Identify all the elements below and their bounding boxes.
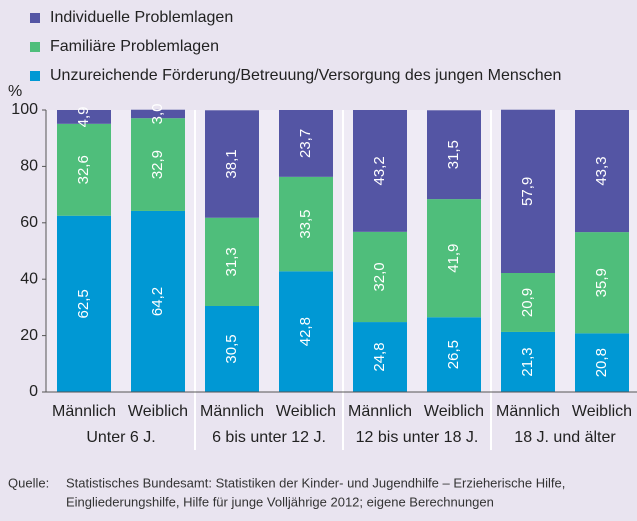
bar-segment	[575, 110, 629, 233]
bar-segment	[575, 232, 629, 334]
group-label: 18 J. und älter	[514, 429, 616, 446]
value-label: 3,0	[149, 104, 166, 125]
x-tick-label: Männlich	[200, 403, 264, 420]
bar-segment	[427, 199, 481, 318]
value-label: 32,6	[75, 155, 92, 184]
bar-segment	[57, 215, 111, 392]
value-label: 20,9	[519, 288, 536, 317]
y-tick-label: 40	[20, 270, 38, 287]
value-label: 31,5	[445, 140, 462, 169]
x-tick-label: Männlich	[496, 403, 560, 420]
value-label: 57,9	[519, 177, 536, 206]
value-label: 32,9	[149, 150, 166, 179]
x-tick-label: Weiblich	[572, 403, 632, 420]
group-label: 12 bis unter 18 J.	[356, 429, 479, 446]
bar-segment	[57, 110, 111, 124]
x-tick-label: Männlich	[52, 403, 116, 420]
y-tick-label: 0	[29, 383, 38, 400]
legend-swatch	[30, 71, 40, 81]
bar-segment	[353, 231, 407, 323]
group-label: Unter 6 J.	[86, 429, 155, 446]
value-label: 26,5	[445, 340, 462, 369]
value-label: 4,9	[75, 106, 92, 127]
value-label: 64,2	[149, 287, 166, 316]
bar-segment	[501, 109, 555, 273]
bar-segment	[205, 110, 259, 218]
bar-segment	[427, 110, 481, 200]
bar-segment	[353, 322, 407, 392]
x-tick-label: Weiblich	[424, 403, 484, 420]
value-label: 35,9	[593, 268, 610, 297]
legend-label: Unzureichende Förderung/Betreuung/Versor…	[50, 67, 561, 84]
bar-segment	[279, 110, 333, 177]
bar-segment	[131, 210, 185, 392]
bar-segment	[205, 305, 259, 392]
source-label: Quelle:	[8, 475, 49, 490]
value-label: 43,3	[593, 156, 610, 185]
bar-segment	[427, 317, 481, 392]
value-label: 21,3	[519, 347, 536, 376]
value-label: 23,7	[297, 129, 314, 158]
bar-segment	[57, 123, 111, 216]
bar-segment	[501, 331, 555, 392]
value-label: 41,9	[445, 244, 462, 273]
bar-segment	[131, 109, 185, 119]
group-label: 6 bis unter 12 J.	[212, 429, 326, 446]
y-tick-label: 60	[20, 214, 38, 231]
value-label: 43,2	[371, 156, 388, 185]
legend-label: Individuelle Problemlagen	[50, 9, 233, 26]
x-tick-label: Männlich	[348, 403, 412, 420]
value-label: 38,1	[223, 149, 240, 178]
bar-segment	[501, 272, 555, 332]
value-label: 42,8	[297, 317, 314, 346]
y-tick-label: 100	[11, 101, 38, 118]
source-text: Eingliederungshilfe, Hilfe für junge Vol…	[66, 494, 494, 509]
bar-segment	[279, 271, 333, 392]
y-tick-label: 80	[20, 158, 38, 175]
legend-label: Familiäre Problemlagen	[50, 38, 219, 55]
value-label: 20,8	[593, 348, 610, 377]
bar-segment	[205, 217, 259, 306]
bar-segment	[575, 333, 629, 392]
value-label: 32,0	[371, 262, 388, 291]
bar-segment	[131, 118, 185, 211]
value-label: 62,5	[75, 289, 92, 318]
bar-segment	[279, 176, 333, 272]
value-label: 31,3	[223, 247, 240, 276]
value-label: 33,5	[297, 209, 314, 238]
value-label: 24,8	[371, 342, 388, 371]
bar-segment	[353, 110, 407, 232]
legend-swatch	[30, 42, 40, 52]
y-axis-label: %	[8, 83, 22, 100]
x-tick-label: Weiblich	[128, 403, 188, 420]
y-tick-label: 20	[20, 327, 38, 344]
source-text: Statistisches Bundesamt: Statistiken der…	[66, 475, 565, 490]
legend-swatch	[30, 13, 40, 23]
value-label: 30,5	[223, 334, 240, 363]
x-tick-label: Weiblich	[276, 403, 336, 420]
